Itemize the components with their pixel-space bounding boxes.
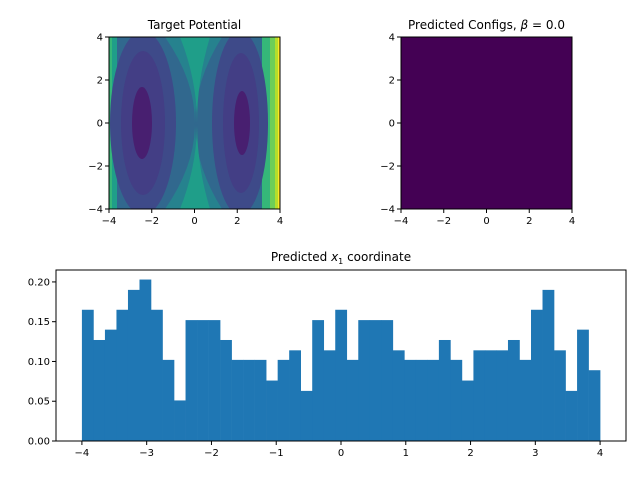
histogram-bar: [139, 279, 152, 441]
histogram-bar: [369, 320, 382, 441]
histogram-bar: [484, 350, 497, 441]
x-tick-label: −1: [269, 448, 284, 459]
histogram-bar: [174, 400, 186, 441]
x-tick-label: −4: [102, 216, 117, 227]
y-tick-label: 0: [389, 119, 395, 130]
y-tick-label: −4: [88, 205, 103, 216]
histogram-axes: −4 −3 −2 −1 0 1 2 3 4 0.00 0.05 0.10 0.15 0.20: [28, 277, 604, 459]
x-tick-label: 0: [338, 448, 344, 459]
y-tick-label: 2: [389, 76, 395, 87]
histogram-bar: [231, 359, 244, 441]
x-tick-label: −3: [139, 448, 154, 459]
y-tick-label: −2: [380, 162, 395, 173]
x-tick-label: −2: [204, 448, 219, 459]
histogram-bar: [266, 380, 278, 441]
histogram-bar: [289, 350, 301, 441]
x-tick-label: 4: [277, 216, 283, 227]
histogram-bar: [104, 329, 117, 441]
histogram-bar: [519, 359, 532, 441]
x-tick-label: 0: [191, 216, 197, 227]
histogram-bar: [116, 309, 129, 441]
histogram-bar: [415, 359, 428, 441]
histogram-bar: [392, 350, 405, 441]
histogram-bar: [461, 380, 474, 441]
x-tick-label: 1: [403, 448, 409, 459]
x-tick-label: 3: [532, 448, 538, 459]
y-tick-label: 0.00: [28, 437, 50, 448]
x-tick-label: 0: [483, 216, 489, 227]
histogram-bar: [577, 329, 589, 441]
y-tick-label: 0.20: [28, 277, 50, 288]
histogram-bar: [473, 350, 486, 441]
histogram-bar: [185, 320, 198, 441]
target-potential-axes: −4 −2 0 2 4 4 2 0 −2 −4: [88, 33, 283, 228]
histogram-bar: [427, 359, 440, 441]
predicted-configs-fill: [400, 36, 573, 210]
histogram-bar: [151, 309, 163, 441]
histogram-bar: [81, 309, 94, 441]
histogram-bar: [542, 289, 555, 441]
histogram-title: Predicted x1 coordinate: [271, 250, 411, 266]
y-tick-label: −2: [88, 162, 103, 173]
potential-contours: [109, 37, 280, 209]
histogram-bar: [438, 339, 451, 441]
y-tick-label: 2: [97, 76, 103, 87]
histogram-bar: [208, 320, 221, 441]
histogram-bar: [323, 350, 336, 441]
histogram-bar: [162, 359, 175, 441]
histogram-bar: [404, 359, 417, 441]
histogram-bar: [507, 339, 520, 441]
histogram-bar: [220, 339, 232, 441]
histogram-bar: [588, 370, 601, 441]
x-tick-label: −2: [144, 216, 159, 227]
histogram-bar: [565, 390, 578, 441]
y-tick-label: 0.05: [28, 397, 50, 408]
target-potential-plot: Target Potential −4 −2 0 2 4 4 2 0 −2 −4: [88, 18, 283, 227]
x-tick-label: 2: [234, 216, 240, 227]
histogram-bars: [81, 279, 601, 441]
y-tick-label: 4: [389, 33, 395, 44]
histogram-bar: [450, 359, 463, 441]
y-tick-label: 4: [97, 33, 103, 44]
y-tick-label: 0.10: [28, 357, 50, 368]
histogram-bar: [300, 390, 313, 441]
histogram-bar: [254, 359, 267, 441]
histogram-bar: [243, 359, 255, 441]
histogram-bar: [197, 320, 209, 441]
histogram-bar: [277, 359, 290, 441]
histogram-bar: [127, 289, 140, 441]
histogram-bar: [358, 320, 371, 441]
x-tick-label: −2: [436, 216, 451, 227]
histogram-bar: [496, 350, 509, 441]
y-tick-label: −4: [380, 205, 395, 216]
x-tick-label: 2: [467, 448, 473, 459]
predicted-configs-title: Predicted Configs, β = 0.0: [408, 18, 565, 32]
x-tick-label: −4: [75, 448, 90, 459]
predicted-configs-axes: −4 −2 0 2 4 4 2 0 −2 −4: [380, 33, 575, 228]
y-tick-label: 0: [97, 119, 103, 130]
histogram-bar: [381, 320, 394, 441]
x-tick-label: 2: [526, 216, 532, 227]
x-tick-label: 4: [597, 448, 603, 459]
histogram-bar: [346, 359, 359, 441]
x-tick-label: −4: [394, 216, 409, 227]
histogram-bar: [531, 309, 543, 441]
target-potential-title: Target Potential: [147, 18, 242, 32]
histogram-plot: Predicted x1 coordinate −4 −3 −2 −1 0 1 2 3 4 0.0…: [28, 250, 627, 459]
histogram-bar: [335, 309, 348, 441]
histogram-bar: [312, 320, 325, 441]
histogram-bar: [93, 339, 106, 441]
x-tick-label: 4: [569, 216, 575, 227]
y-tick-label: 0.15: [28, 317, 50, 328]
predicted-configs-plot: Predicted Configs, β = 0.0 −4 −2 0 2 4420−2−…: [380, 18, 575, 227]
histogram-bar: [554, 350, 566, 441]
